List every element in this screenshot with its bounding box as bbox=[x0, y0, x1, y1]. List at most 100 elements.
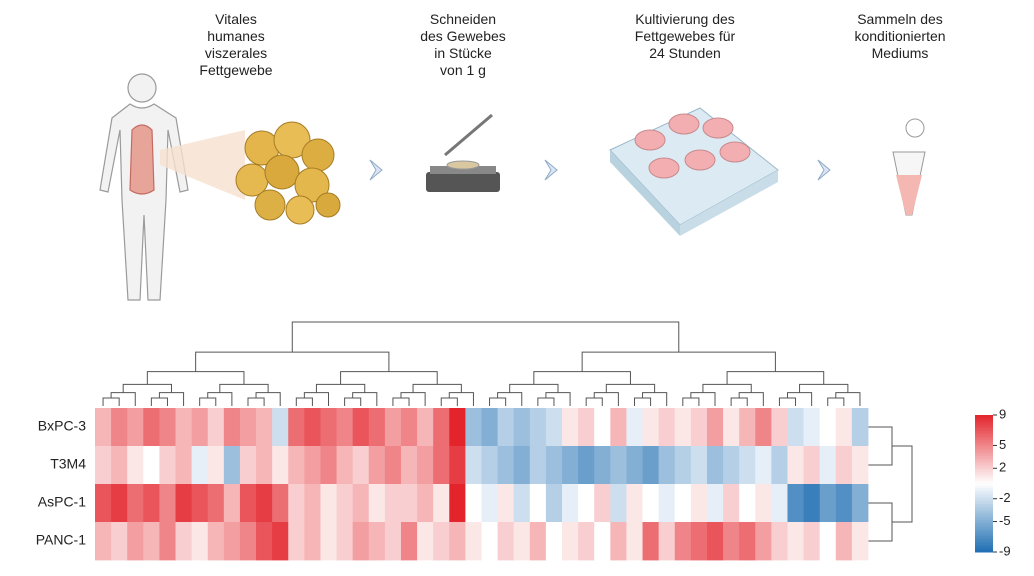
colorbar-segment bbox=[975, 474, 993, 478]
heatmap-cell bbox=[449, 484, 466, 523]
dendrogram-line bbox=[702, 383, 752, 393]
step-label: Fettgewebe bbox=[199, 62, 272, 78]
heatmap-cell bbox=[191, 484, 209, 523]
heatmap-cell bbox=[320, 446, 337, 485]
colorbar-tick-label: 2 bbox=[999, 460, 1006, 475]
heatmap-cell bbox=[658, 522, 676, 561]
dendrogram-line bbox=[291, 321, 680, 353]
dendrogram-line bbox=[489, 397, 507, 406]
dendrogram-line bbox=[726, 371, 825, 385]
heatmap-cell bbox=[384, 484, 402, 523]
heatmap-cell bbox=[529, 522, 547, 561]
heatmap-cell bbox=[578, 408, 595, 447]
heatmap-cell bbox=[594, 522, 611, 561]
heatmap-cell bbox=[143, 408, 160, 447]
colorbar-tick-label: -5 bbox=[999, 513, 1011, 528]
colorbar-segment bbox=[975, 469, 993, 473]
heatmap-cell bbox=[207, 522, 225, 561]
heatmap-cell bbox=[594, 446, 611, 485]
heatmap-cell bbox=[562, 484, 579, 523]
heatmap-cell bbox=[111, 408, 128, 447]
heatmap-cell bbox=[594, 484, 611, 523]
colorbar-segment bbox=[975, 435, 993, 439]
heatmap-cell bbox=[400, 484, 418, 523]
heatmap-cell bbox=[239, 446, 257, 485]
colorbar-segment bbox=[975, 424, 993, 427]
heatmap-cell bbox=[513, 446, 531, 485]
dendrogram-line bbox=[315, 383, 366, 393]
row-label: BxPC-3 bbox=[38, 418, 86, 434]
step-label: Mediums bbox=[872, 45, 929, 61]
human-icon bbox=[99, 73, 189, 301]
fat-tissue-icon bbox=[235, 121, 341, 225]
heatmap-cell bbox=[562, 522, 579, 561]
heatmap-cell bbox=[465, 408, 482, 447]
dendrogram-line bbox=[892, 445, 913, 523]
colorbar-segment bbox=[975, 547, 993, 551]
chevrons bbox=[369, 159, 831, 181]
colorbar-segment bbox=[975, 426, 993, 430]
dendrogram-line bbox=[255, 392, 281, 406]
colorbar-segment bbox=[975, 533, 993, 537]
colorbar-segment bbox=[975, 433, 993, 437]
row-label: T3M4 bbox=[50, 456, 86, 472]
colorbar-segment bbox=[975, 549, 993, 553]
colorbar-segment bbox=[975, 545, 993, 548]
heatmap-cell bbox=[256, 522, 273, 561]
heatmap-cell bbox=[819, 408, 837, 447]
dendrogram-line bbox=[545, 392, 571, 406]
heatmap-cell bbox=[384, 446, 402, 485]
heatmap-cell bbox=[642, 408, 660, 447]
colorbar-segment bbox=[975, 490, 993, 494]
colorbar-segment bbox=[975, 506, 993, 510]
colorbar-segment bbox=[975, 478, 993, 482]
colorbar-segment bbox=[975, 458, 993, 462]
heatmap-cell bbox=[497, 484, 515, 523]
heatmap-cell bbox=[336, 522, 354, 561]
heatmap-cell bbox=[336, 484, 354, 523]
step-label: des Gewebes bbox=[420, 28, 506, 44]
heatmap-cell bbox=[223, 408, 241, 447]
heatmap-cell bbox=[304, 408, 321, 447]
heatmap-cell bbox=[449, 408, 466, 447]
colorbar-segment bbox=[975, 453, 993, 457]
heatmap-cell bbox=[739, 408, 756, 447]
heatmap-cell bbox=[352, 408, 370, 447]
heatmap-cell bbox=[690, 408, 708, 447]
heatmap-cell bbox=[159, 408, 176, 447]
heatmap-cell bbox=[771, 484, 788, 523]
heatmap-cell bbox=[803, 522, 821, 561]
heatmap-cell bbox=[545, 446, 563, 485]
dendrogram-line bbox=[412, 383, 462, 393]
heatmap-cell bbox=[819, 446, 837, 485]
step-label: von 1 g bbox=[440, 62, 486, 78]
heatmap-cell bbox=[610, 522, 627, 561]
colorbar-segment bbox=[975, 415, 993, 418]
heatmap-cell bbox=[127, 408, 144, 447]
dendrogram-line bbox=[195, 351, 390, 372]
step-label: Vitales bbox=[215, 11, 257, 27]
dendrogram-line bbox=[509, 383, 559, 393]
dendrogram-line bbox=[303, 392, 330, 406]
heatmap-cell bbox=[159, 522, 176, 561]
heatmap-cell bbox=[352, 446, 370, 485]
heatmap-cell bbox=[674, 446, 692, 485]
step-label: konditionierten bbox=[854, 28, 945, 44]
heatmap-cell bbox=[175, 484, 193, 523]
heatmap-cell bbox=[239, 408, 257, 447]
heatmap-cell bbox=[819, 522, 837, 561]
heatmap-cell bbox=[755, 484, 772, 523]
heatmap-cell bbox=[529, 446, 547, 485]
heatmap-cell bbox=[320, 408, 337, 447]
heatmap-cell bbox=[272, 522, 289, 561]
heatmap-cell bbox=[835, 484, 853, 523]
heatmap-cell bbox=[191, 408, 209, 447]
heatmap-cell bbox=[851, 522, 869, 561]
heatmap-cell bbox=[159, 484, 176, 523]
dendrogram-line bbox=[340, 371, 438, 385]
heatmap-cell bbox=[626, 446, 643, 485]
heatmap-cell bbox=[513, 484, 531, 523]
heatmap-cell bbox=[658, 446, 676, 485]
heatmap-cell bbox=[658, 484, 676, 523]
heatmap-cell bbox=[159, 446, 176, 485]
